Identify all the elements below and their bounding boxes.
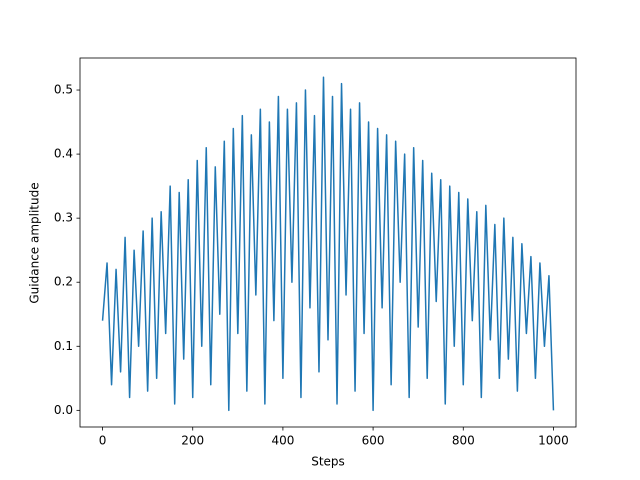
y-tick-label: 0.0 xyxy=(54,403,73,417)
x-tick-label: 0 xyxy=(99,434,107,448)
x-tick-label: 800 xyxy=(452,434,475,448)
x-tick-label: 1000 xyxy=(538,434,569,448)
y-tick-label: 0.2 xyxy=(54,275,73,289)
x-tick-label: 200 xyxy=(181,434,204,448)
y-axis-label: Guidance amplitude xyxy=(28,182,42,303)
y-tick-label: 0.5 xyxy=(54,83,73,97)
y-tick-label: 0.1 xyxy=(54,339,73,353)
x-tick-label: 400 xyxy=(271,434,294,448)
x-tick-label: 600 xyxy=(362,434,385,448)
data-line xyxy=(101,76,555,412)
plot-frame xyxy=(79,57,577,428)
x-axis-label: Steps xyxy=(311,455,345,469)
y-tick-label: 0.4 xyxy=(54,147,73,161)
y-tick-label: 0.3 xyxy=(54,211,73,225)
